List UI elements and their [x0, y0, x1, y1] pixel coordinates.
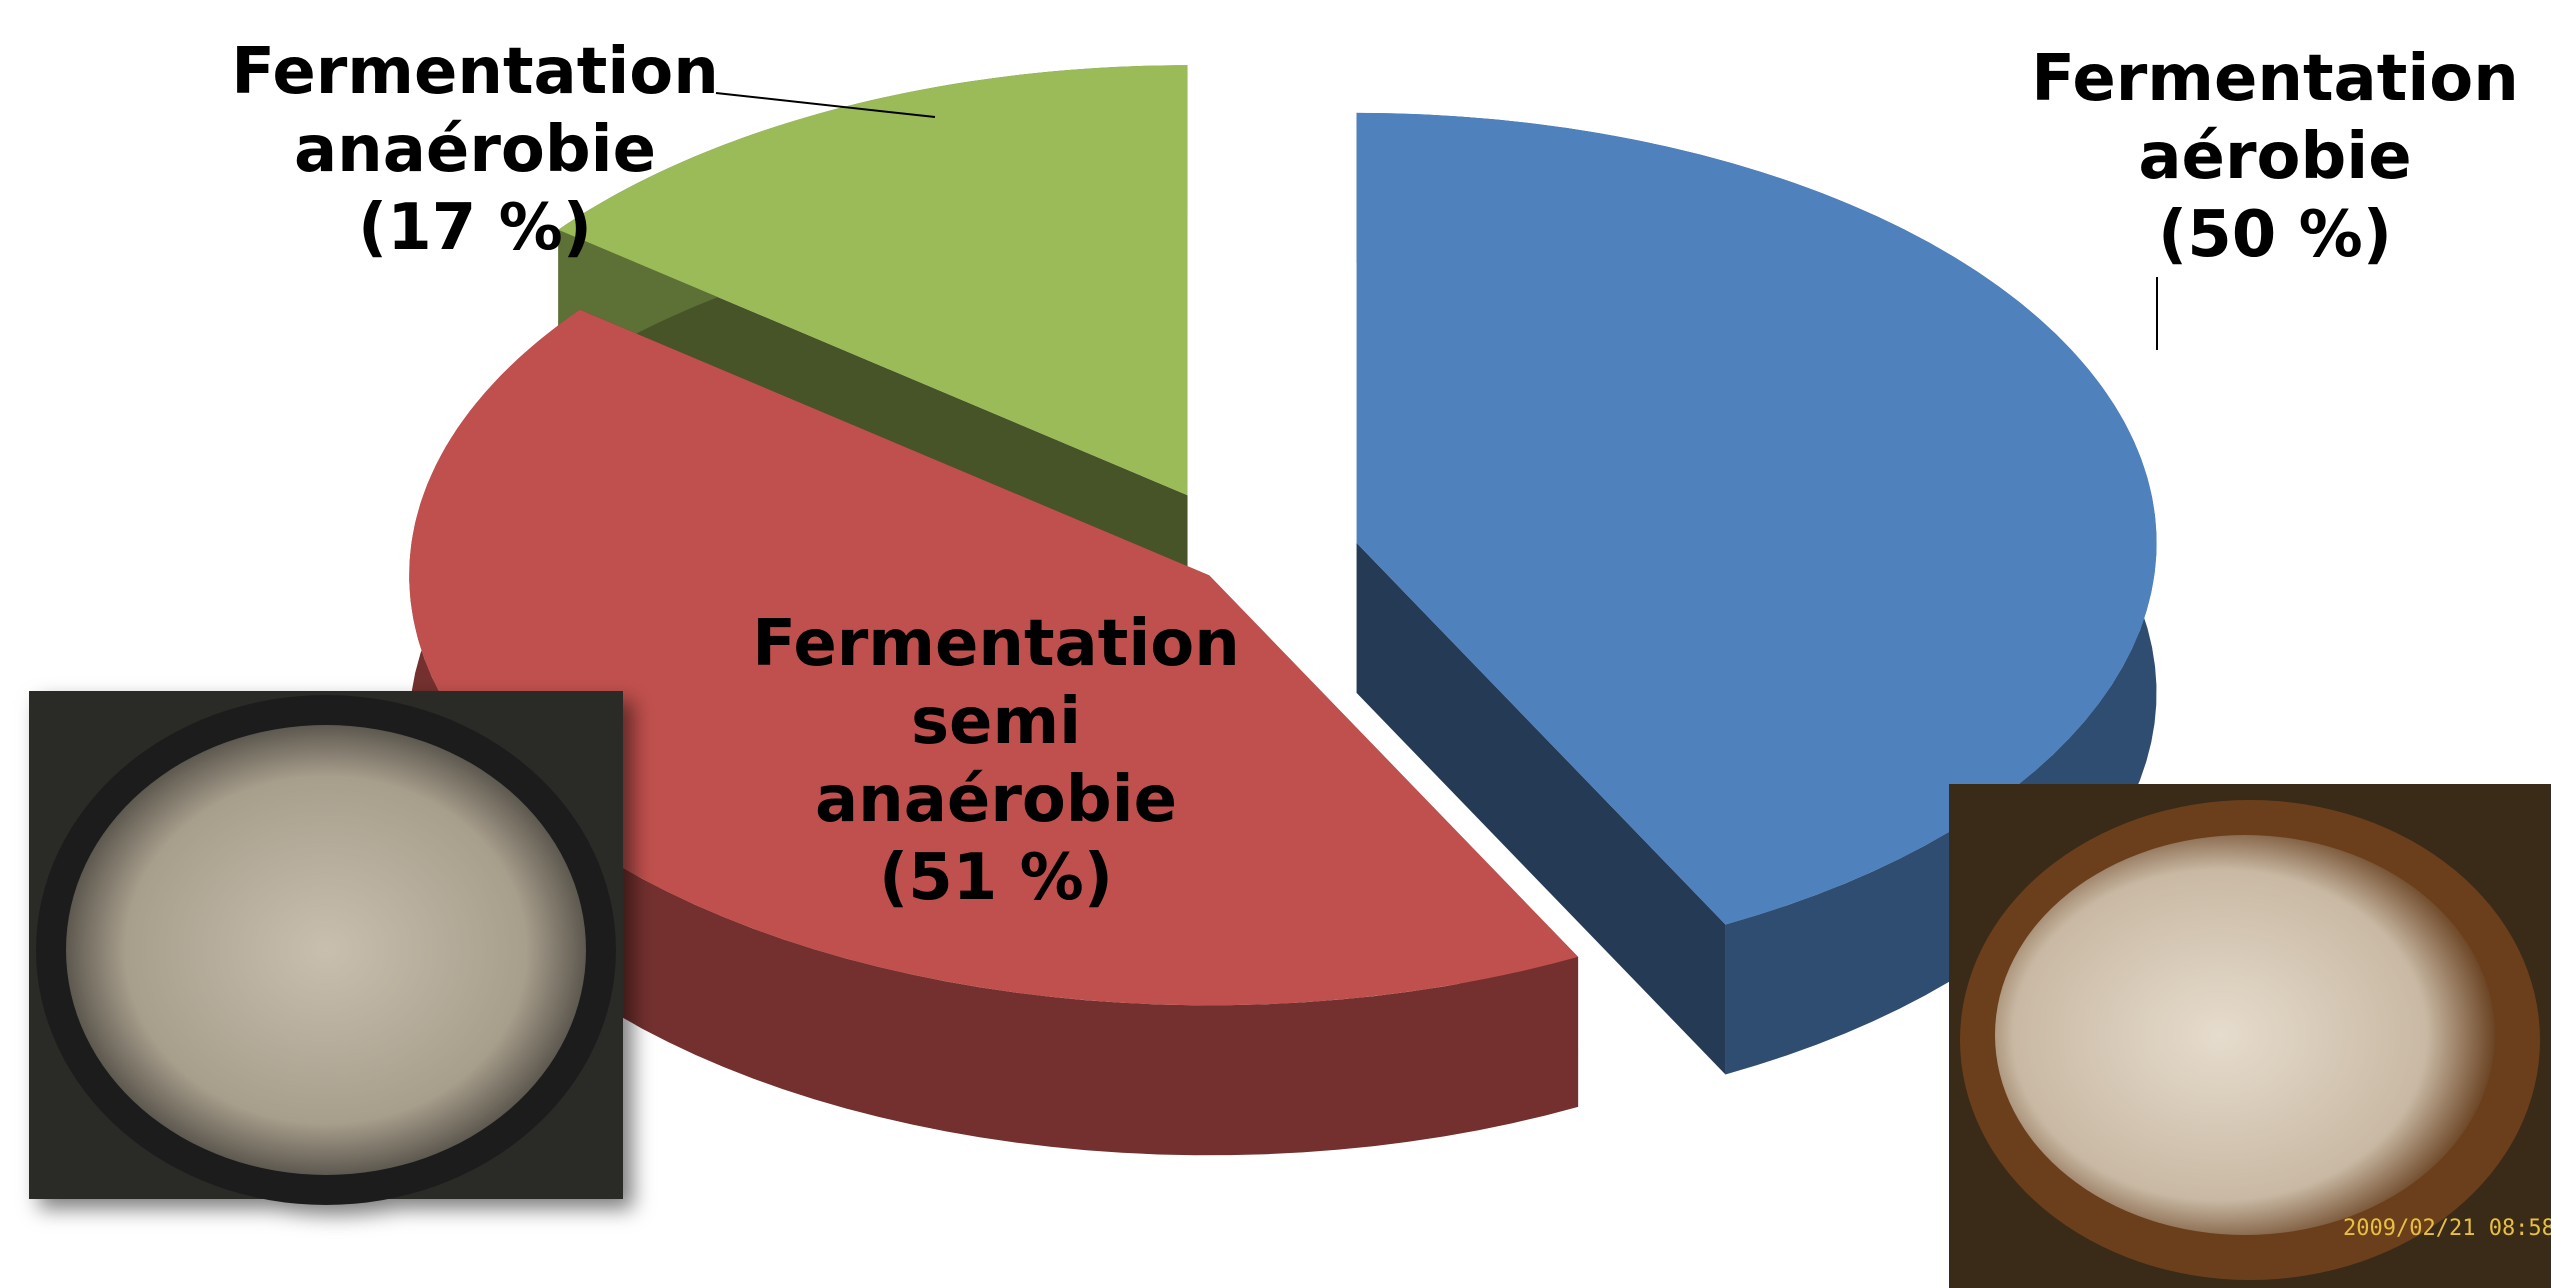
category-label: Fermentation semi anaérobie: [752, 607, 1240, 837]
slice-side: [1356, 542, 1726, 1075]
slice-group: [409, 309, 1579, 1156]
slice: [409, 309, 1579, 1006]
data-label: Fermentation aérobie (50 %): [2031, 40, 2519, 274]
data-label: Fermentation anaérobie (17 %): [231, 33, 719, 267]
data-label: Fermentation semi anaérobie (51 %): [752, 605, 1240, 917]
value-label: (51 %): [879, 841, 1113, 915]
slice-side: [409, 309, 1579, 1156]
value-label: (50 %): [2158, 198, 2392, 272]
slice: [558, 65, 1188, 496]
category-label: Fermentation anaérobie: [231, 35, 719, 187]
value-label: (17 %): [358, 191, 592, 265]
slice: [1356, 112, 2157, 925]
category-label: Fermentation aérobie: [2031, 42, 2519, 194]
